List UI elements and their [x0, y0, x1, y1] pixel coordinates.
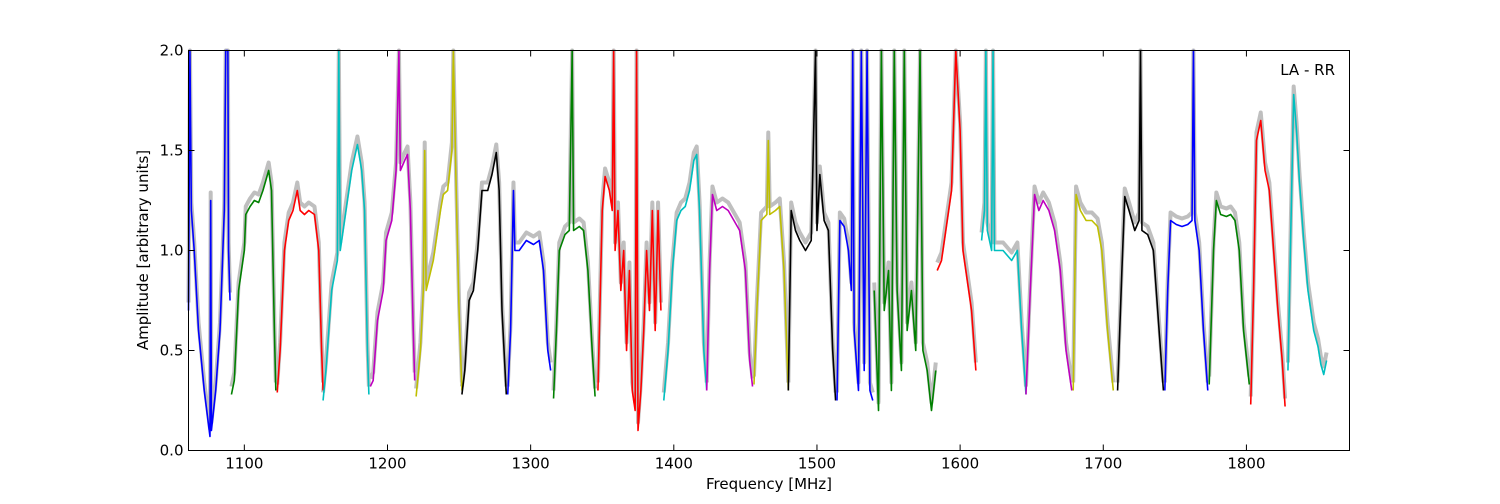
reference-traces: [186, 48, 1329, 431]
reference-trace-2: [275, 180, 326, 385]
series-trace-11: [705, 193, 754, 391]
series-trace-24: [1287, 93, 1328, 376]
series-trace-1: [230, 169, 277, 395]
x-tick-label: 1800: [1227, 455, 1265, 473]
series-trace-10: [662, 153, 708, 401]
y-tick-label: 0.5: [160, 342, 184, 360]
x-axis-label: Frequency [MHz]: [706, 475, 832, 493]
reference-trace-17: [979, 48, 1028, 387]
series-trace-12: [753, 139, 790, 391]
reference-trace-19: [1071, 184, 1116, 383]
reference-trace-16: [935, 48, 978, 363]
axis-ticks: 1100 1200 1300 1400 1500 1600 1700 1800 0.0 0.5 1.…: [160, 42, 1350, 473]
x-tick-label: 1200: [368, 455, 406, 473]
series-trace-3: [322, 49, 370, 401]
reference-trace-1: [229, 160, 278, 387]
reference-trace-10: [661, 144, 709, 393]
x-tick-label: 1700: [1084, 455, 1122, 473]
series-trace-17: [980, 49, 1027, 395]
x-tick-label: 1600: [941, 455, 979, 473]
series-trace-5: [415, 49, 463, 397]
reference-trace-6: [459, 142, 509, 387]
plot-frame: [188, 50, 1350, 451]
reference-trace-21: [1162, 48, 1210, 383]
reference-trace-3: [321, 48, 371, 393]
series-trace-21: [1164, 49, 1209, 391]
y-tick-label: 0.0: [160, 442, 184, 460]
x-tick-label: 1100: [225, 455, 263, 473]
y-tick-label: 1.5: [160, 142, 184, 160]
y-axis-label: Amplitude [arbitrary units]: [134, 150, 152, 350]
series-trace-16: [936, 49, 977, 371]
series-trace-22: [1208, 199, 1251, 385]
series-trace-4: [369, 49, 416, 387]
series-trace-8: [552, 49, 596, 399]
series-trace-9: [597, 49, 662, 432]
series-traces: [187, 49, 1328, 438]
chart-annotation: LA - RR: [1280, 61, 1335, 79]
series-trace-7: [506, 189, 552, 395]
y-tick-label: 2.0: [160, 42, 184, 60]
x-tick-label: 1400: [655, 455, 693, 473]
series-trace-6: [461, 151, 508, 395]
series-trace-19: [1072, 193, 1115, 391]
x-tick-label: 1300: [512, 455, 550, 473]
series-trace-20: [1116, 49, 1165, 391]
series-trace-23: [1249, 119, 1286, 407]
x-tick-label: 1500: [798, 455, 836, 473]
series-trace-18: [1025, 193, 1073, 395]
y-tick-label: 1.0: [160, 242, 184, 260]
series-trace-2: [276, 189, 324, 393]
series-trace-15: [873, 49, 937, 412]
